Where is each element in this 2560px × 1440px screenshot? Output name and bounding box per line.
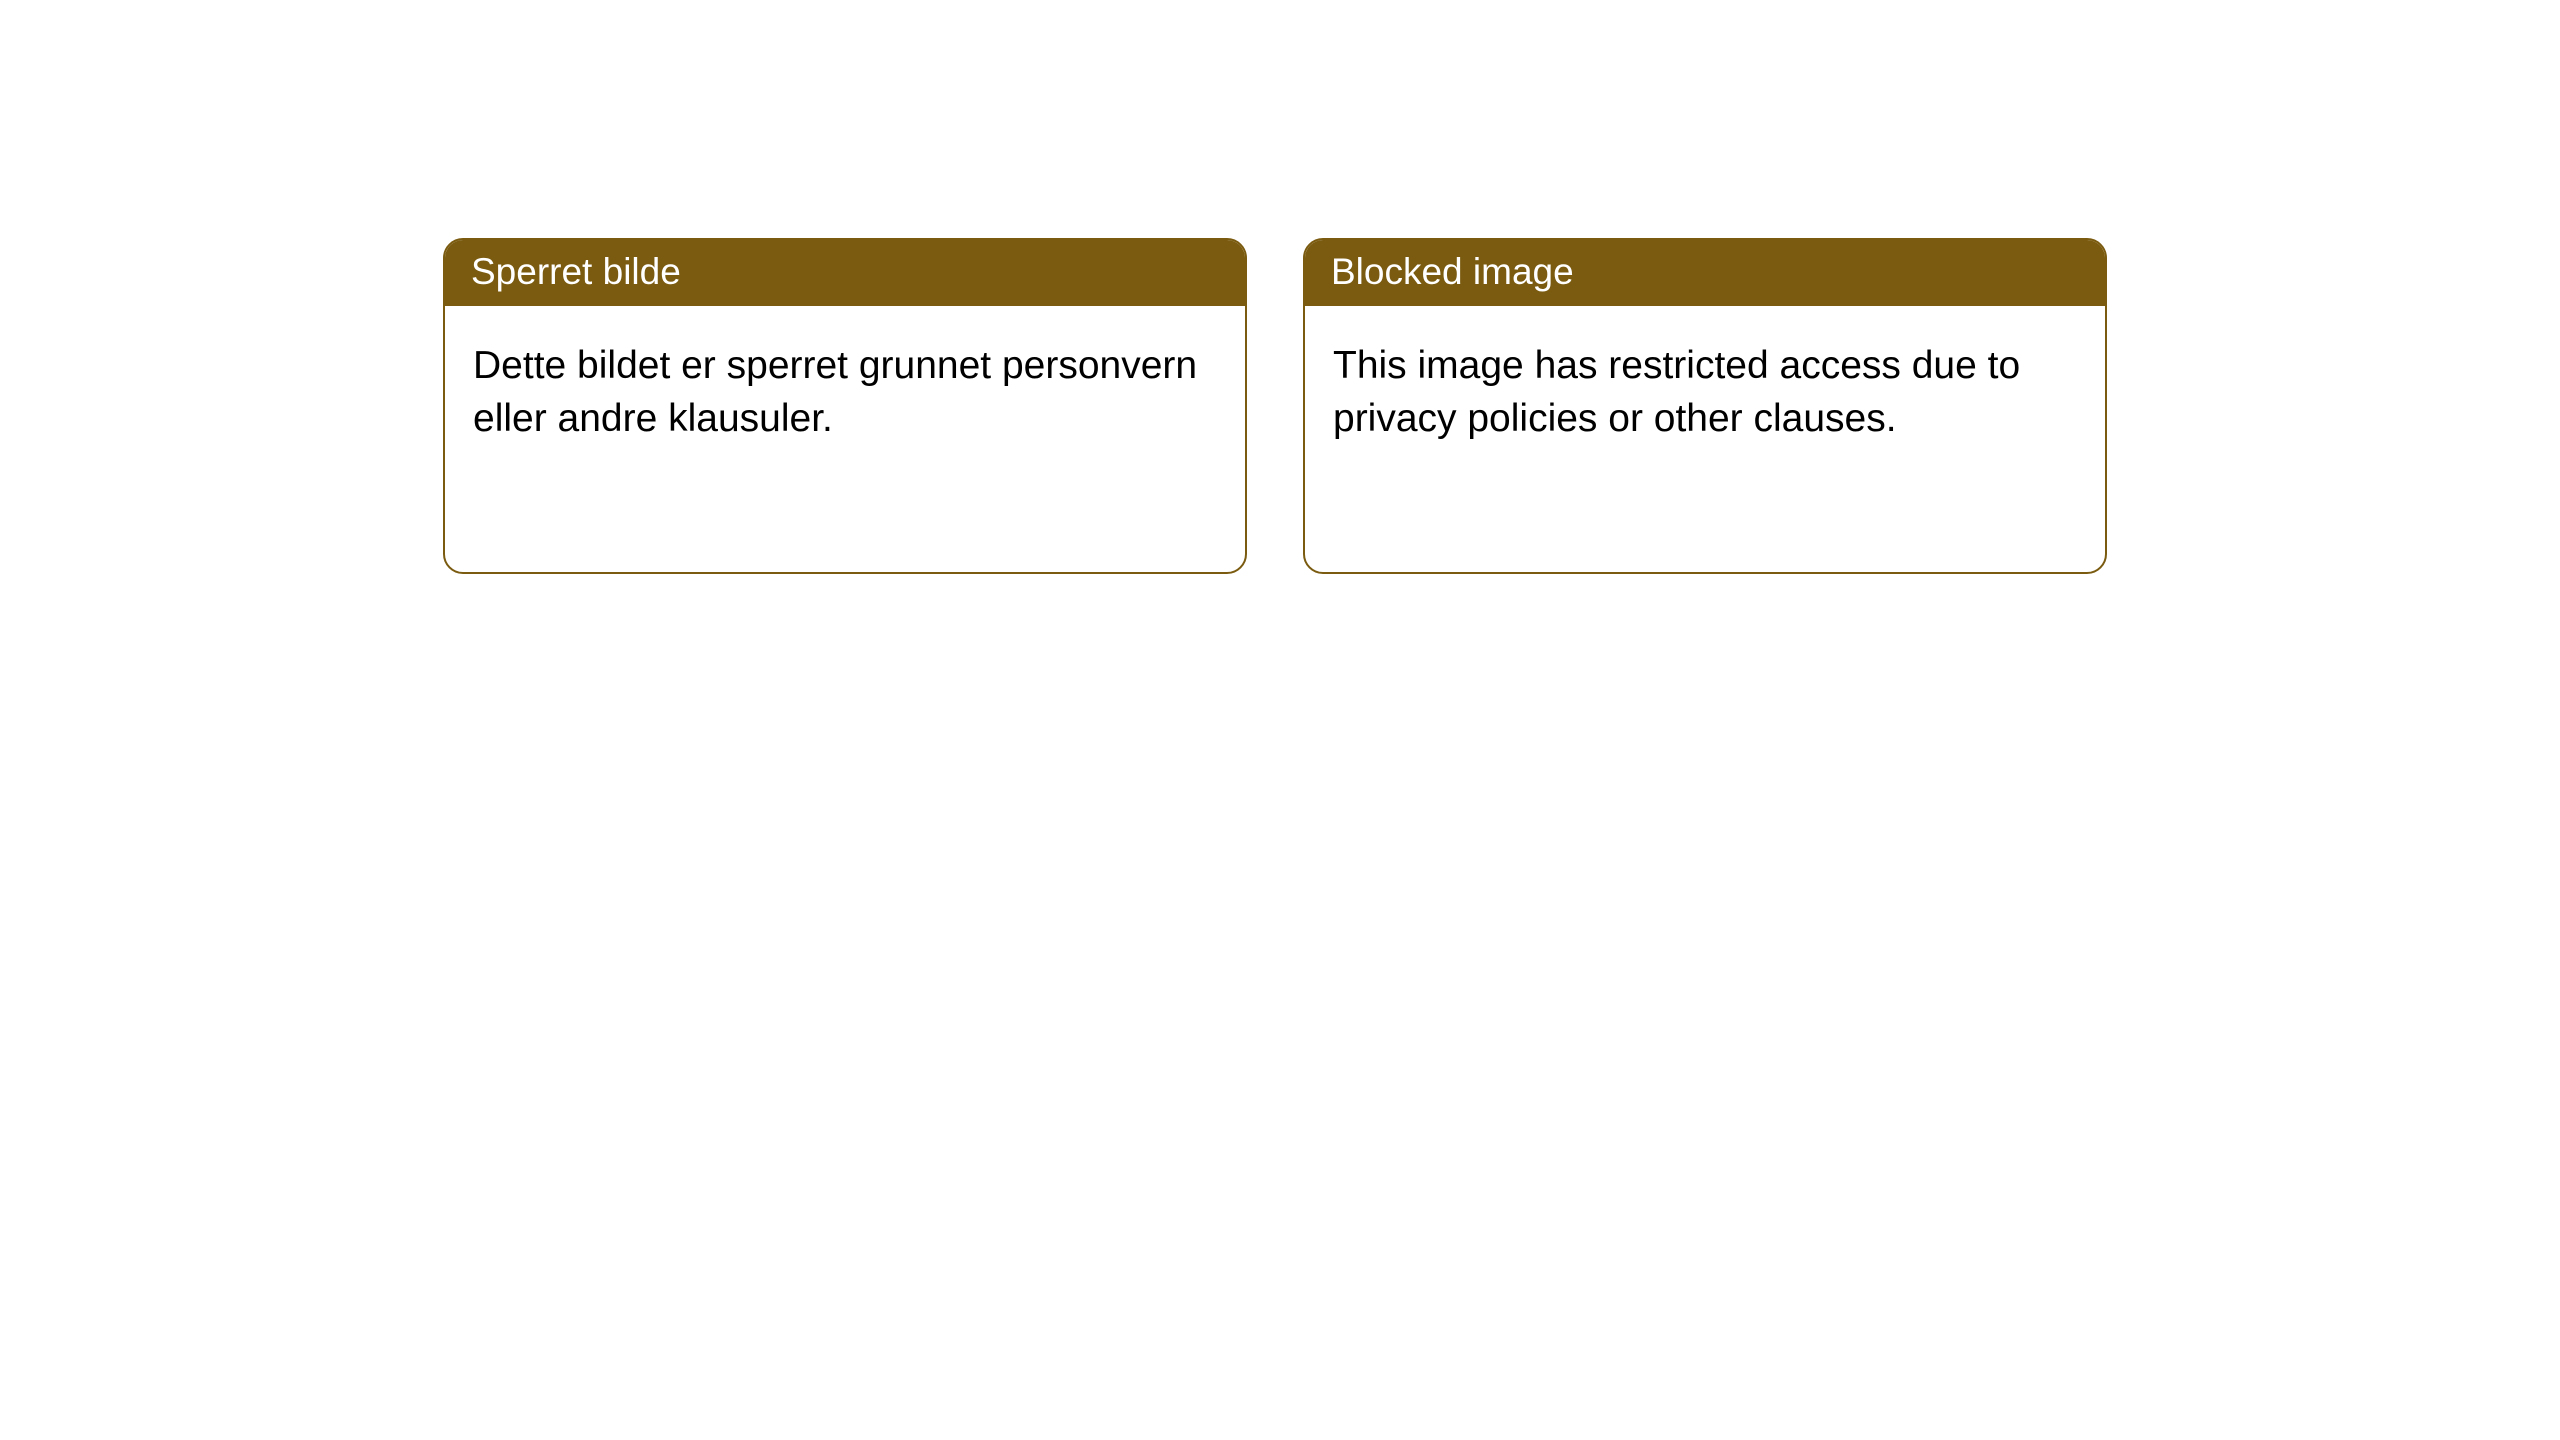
notice-title-no: Sperret bilde [445, 240, 1245, 306]
notice-title-en: Blocked image [1305, 240, 2105, 306]
notice-card-no: Sperret bilde Dette bildet er sperret gr… [443, 238, 1247, 574]
notice-container: Sperret bilde Dette bildet er sperret gr… [0, 0, 2560, 574]
notice-card-en: Blocked image This image has restricted … [1303, 238, 2107, 574]
notice-message-en: This image has restricted access due to … [1305, 306, 2105, 479]
notice-message-no: Dette bildet er sperret grunnet personve… [445, 306, 1245, 479]
